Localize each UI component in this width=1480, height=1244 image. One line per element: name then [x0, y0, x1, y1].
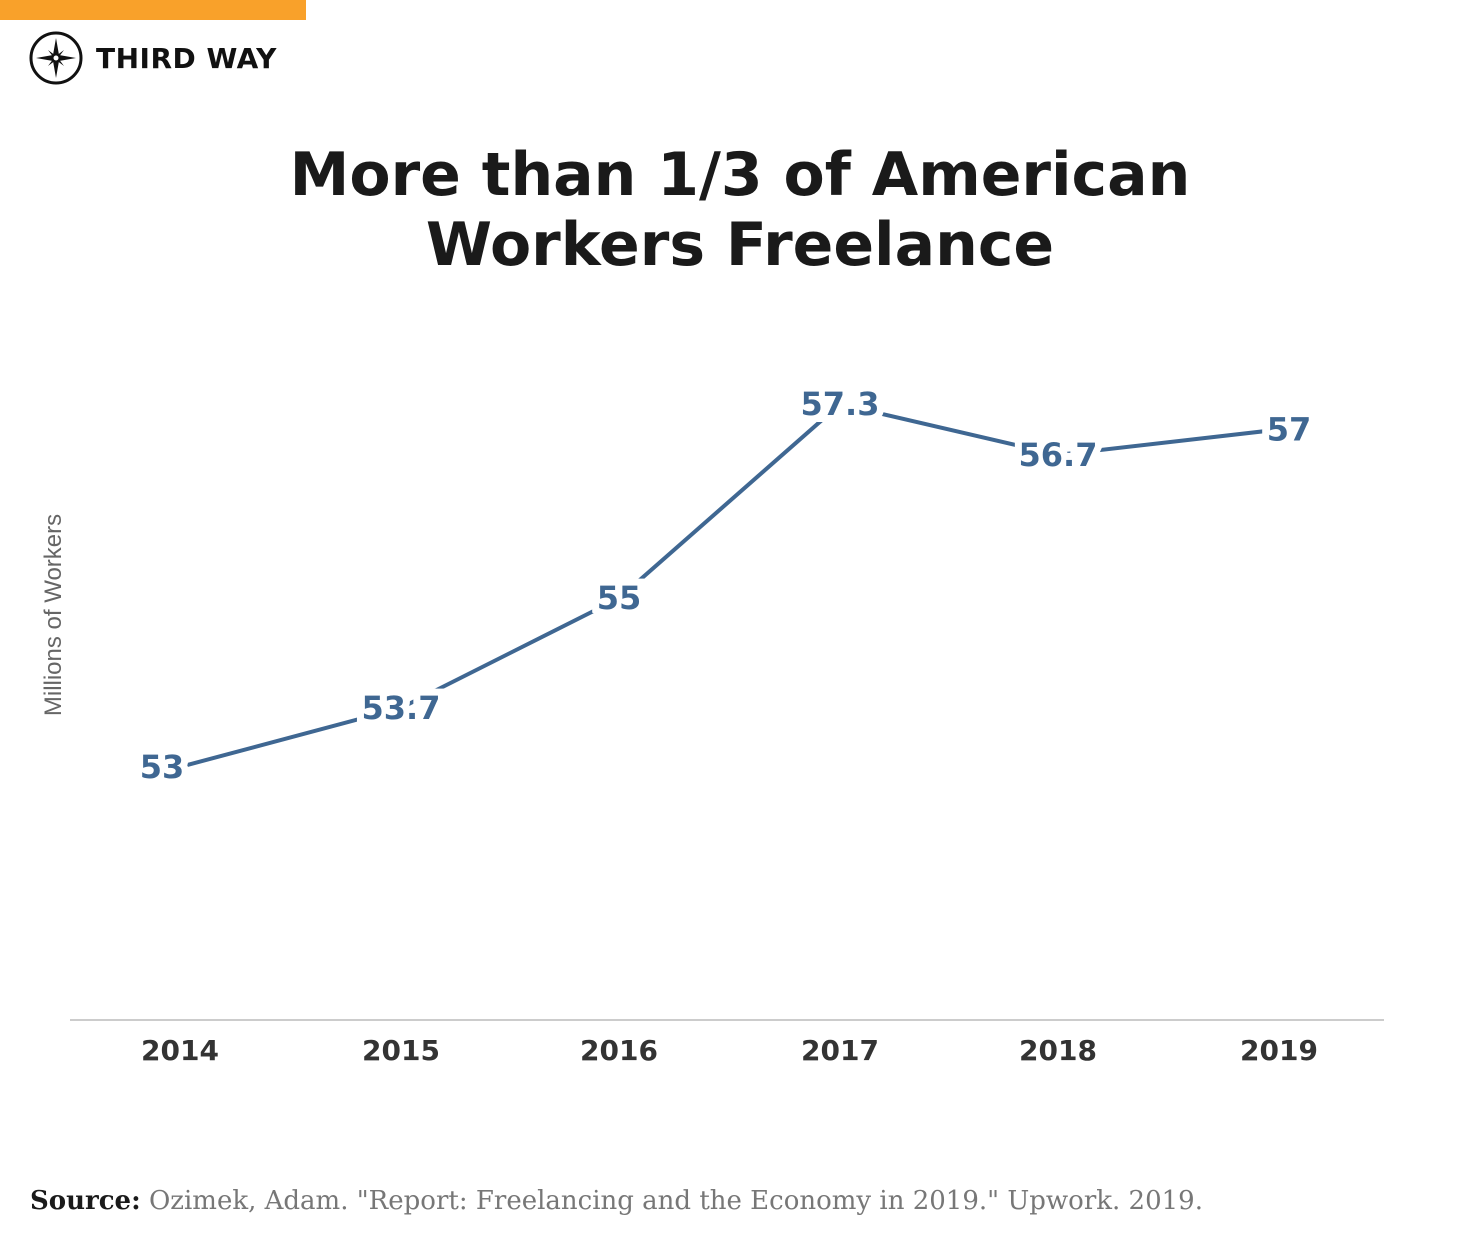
- x-tick-label: 2015: [362, 1034, 440, 1067]
- data-label: 53.7: [362, 689, 441, 727]
- source-label: Source:: [30, 1186, 141, 1216]
- data-label: 53: [140, 748, 185, 786]
- data-label: 57: [1267, 411, 1312, 449]
- data-label: 55: [597, 579, 642, 617]
- x-tick-label: 2016: [580, 1034, 658, 1067]
- data-label: 57.3: [801, 385, 880, 423]
- source-text: Ozimek, Adam. "Report: Freelancing and t…: [148, 1186, 1203, 1216]
- data-label: 56.7: [1019, 436, 1098, 474]
- accent-bar: [0, 0, 306, 20]
- x-tick-label: 2014: [141, 1034, 219, 1067]
- chart-title: More than 1/3 of American Workers Freela…: [0, 140, 1480, 280]
- logo: THIRD WAY: [28, 30, 277, 86]
- x-tick-label: 2017: [801, 1034, 879, 1067]
- title-line-1: More than 1/3 of American: [289, 140, 1191, 210]
- logo-text: THIRD WAY: [96, 41, 277, 75]
- x-tick-label: 2018: [1019, 1034, 1097, 1067]
- x-tick-label: 2019: [1240, 1034, 1318, 1067]
- series-line: [179, 402, 1280, 769]
- source-note: Source: Ozimek, Adam. "Report: Freelanci…: [30, 1186, 1203, 1216]
- title-line-2: Workers Freelance: [425, 210, 1055, 280]
- compass-icon: [29, 31, 83, 85]
